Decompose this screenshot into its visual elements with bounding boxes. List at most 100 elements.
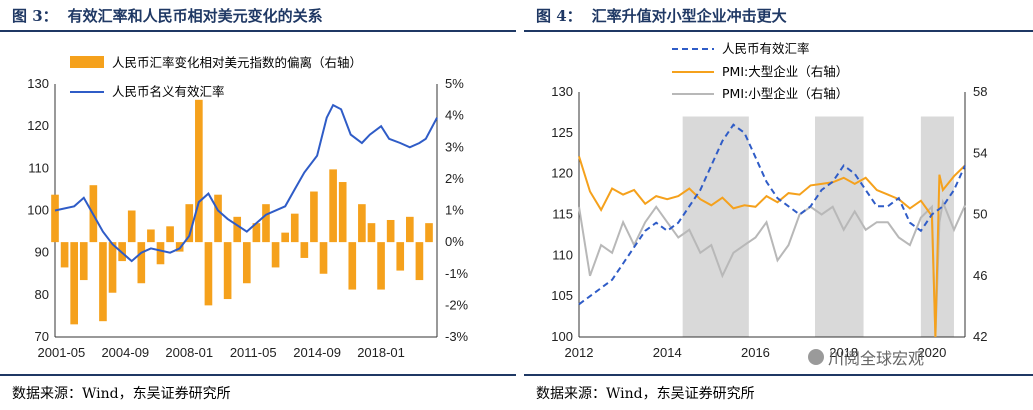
- deviation-bar: [271, 242, 280, 268]
- chart-rmb-effective-rate: 70 80 90 100 110 120 130 -3% -2% -1% 0% 1% 2% 3% 4% 5% 2…: [27, 55, 469, 360]
- legend-label-pmi-large: PMI:大型企业（右轴）: [722, 64, 848, 79]
- x-tick-label: 2004-09: [101, 345, 149, 360]
- x-tick-label: 2011-05: [230, 345, 277, 360]
- right-y-tick-label: -2%: [445, 297, 469, 312]
- deviation-bar: [127, 210, 136, 243]
- left-y-tick-label: 90: [35, 245, 49, 260]
- right-y-tick-label: 5%: [445, 76, 464, 91]
- figure-4-number: 图 4：: [536, 7, 582, 25]
- deviation-bar: [156, 242, 165, 265]
- deviation-bar: [204, 242, 213, 306]
- right-y-tick-label: -3%: [445, 329, 469, 344]
- deviation-bar: [51, 194, 59, 243]
- right-y-tick-label: 50: [973, 207, 987, 222]
- left-y-tick-label: 130: [551, 84, 573, 99]
- figure-4-source: 数据来源：Wind，东吴证券研究所: [524, 374, 1033, 410]
- deviation-bar: [223, 242, 232, 300]
- right-y-tick-label: 46: [973, 268, 987, 283]
- x-tick-label: 2008-01: [165, 345, 213, 360]
- deviation-bar: [310, 191, 318, 243]
- deviation-bar: [70, 242, 78, 325]
- right-y-tick-label: 3%: [445, 139, 464, 154]
- deviation-bar: [185, 204, 194, 243]
- deviation-bar: [415, 242, 424, 281]
- shaded-period: [815, 116, 864, 337]
- x-tick-label: 2016: [741, 345, 770, 360]
- deviation-bar: [290, 213, 299, 243]
- wechat-icon: [808, 349, 824, 365]
- x-tick-label: 2014-09: [293, 345, 341, 360]
- deviation-bar: [147, 229, 155, 243]
- deviation-bar: [108, 242, 117, 293]
- legend-label-rate: 人民币有效汇率: [722, 41, 810, 56]
- deviation-bar: [262, 204, 270, 243]
- figure-3-title-block: 图 3： 有效汇率和人民币相对美元变化的关系: [12, 5, 323, 26]
- figure-3-panel: 图 3： 有效汇率和人民币相对美元变化的关系 70 80 90 100 110 120 130…: [0, 0, 516, 408]
- figure-3-number: 图 3：: [12, 7, 58, 25]
- deviation-bar: [300, 242, 309, 258]
- left-y-tick-label: 120: [551, 166, 573, 181]
- x-tick-label: 2014: [653, 345, 682, 360]
- figure-4-header: 图 4： 汇率升值对小型企业冲击更大: [524, 0, 1033, 32]
- deviation-bar: [195, 99, 203, 243]
- left-y-tick-label: 100: [27, 203, 49, 218]
- figure-4-source-text: 数据来源：Wind，东吴证券研究所: [536, 386, 755, 402]
- x-tick-label: 2001-05: [38, 345, 86, 360]
- legend-label-pmi-small: PMI:小型企业（右轴）: [722, 86, 848, 101]
- right-y-tick-label: 4%: [445, 108, 464, 123]
- nominal-effective-rate-line: [54, 103, 438, 263]
- deviation-bar: [348, 242, 357, 290]
- x-tick-label: 2018-01: [357, 345, 405, 360]
- deviation-bar: [233, 216, 242, 243]
- watermark: 川阅全球宏观: [808, 345, 924, 369]
- deviation-bar: [166, 226, 174, 243]
- legend-label-bar: 人民币汇率变化相对美元指数的偏离（右轴）: [112, 55, 362, 70]
- deviation-bar: [252, 223, 261, 243]
- legend-label-line: 人民币名义有效汇率: [112, 84, 225, 99]
- left-y-tick-label: 80: [35, 287, 49, 302]
- figure-3-title: 有效汇率和人民币相对美元变化的关系: [67, 7, 323, 25]
- left-y-tick-label: 115: [552, 207, 573, 222]
- legend-swatch-bar: [70, 56, 104, 68]
- deviation-bar: [338, 182, 347, 243]
- figure-3-source: 数据来源：Wind，东吴证券研究所: [0, 374, 516, 410]
- left-y-tick-label: 110: [28, 160, 49, 175]
- deviation-bar: [137, 242, 146, 284]
- chart-pmi-vs-rate: 100 105 110 115 120 125 130 42 46 50 54 58 2012 2014 2…: [551, 41, 987, 360]
- left-y-tick-label: 105: [551, 288, 573, 303]
- deviation-bar: [367, 223, 376, 243]
- left-y-tick-label: 125: [551, 125, 573, 140]
- x-tick-label: 2018: [829, 345, 858, 360]
- right-y-tick-label: 0%: [445, 234, 464, 249]
- deviation-bar: [319, 242, 328, 274]
- left-y-tick-label: 130: [27, 76, 49, 91]
- deviation-bar: [281, 232, 289, 243]
- deviation-bar: [396, 242, 405, 271]
- deviation-bar: [99, 242, 107, 322]
- figure-3-header: 图 3： 有效汇率和人民币相对美元变化的关系: [0, 0, 516, 32]
- left-y-tick-label: 70: [35, 329, 49, 344]
- deviation-bar: [60, 242, 69, 268]
- deviation-bar: [79, 242, 88, 281]
- right-y-tick-label: 54: [973, 145, 987, 160]
- left-y-tick-label: 120: [27, 118, 49, 133]
- x-tick-label: 2012: [565, 345, 594, 360]
- figure-3-source-text: 数据来源：Wind，东吴证券研究所: [12, 386, 231, 402]
- left-y-tick-label: 110: [552, 247, 573, 262]
- left-y-tick-label: 100: [551, 329, 573, 344]
- deviation-bar: [214, 194, 222, 243]
- deviation-bar: [386, 219, 395, 243]
- deviation-bar: [425, 223, 433, 243]
- figure-4-panel: 图 4： 汇率升值对小型企业冲击更大 100 105 110 115 120 125 130 4…: [524, 0, 1033, 408]
- effective-rate-line: [578, 123, 966, 306]
- shaded-period: [682, 116, 749, 337]
- right-y-tick-label: 42: [973, 329, 987, 344]
- figure-4-title: 汇率升值对小型企业冲击更大: [591, 7, 787, 25]
- watermark-text: 川阅全球宏观: [828, 349, 925, 368]
- pmi-small-line: [578, 198, 966, 338]
- deviation-bar: [242, 242, 251, 284]
- deviation-bar: [406, 216, 414, 243]
- right-y-tick-label: 58: [973, 84, 987, 99]
- deviation-bar: [377, 242, 385, 290]
- right-y-tick-label: 1%: [445, 203, 464, 218]
